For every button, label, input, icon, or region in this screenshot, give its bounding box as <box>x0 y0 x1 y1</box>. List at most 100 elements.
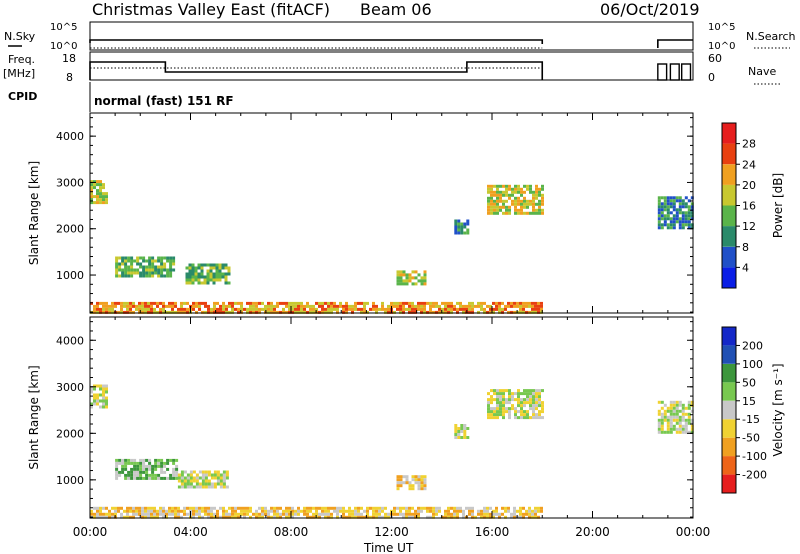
echo-cell <box>291 506 294 510</box>
echo-cell <box>402 270 406 274</box>
echo-cell <box>499 401 502 405</box>
echo-cell <box>399 307 402 311</box>
echo-cell <box>532 208 535 212</box>
echo-cell <box>133 467 137 471</box>
echo-cell <box>90 186 93 190</box>
echo-cell <box>502 410 505 414</box>
echo-cell <box>462 515 465 519</box>
echo-cell <box>511 407 514 411</box>
echo-cell <box>511 404 514 408</box>
echo-cell <box>213 515 216 519</box>
echo-cell <box>457 219 461 223</box>
echo-cell <box>127 265 131 269</box>
echo-cell <box>171 304 174 308</box>
echo-cell <box>405 481 409 485</box>
echo-cell <box>198 307 201 311</box>
echo-cell <box>508 398 511 402</box>
echo-cell <box>511 187 514 191</box>
echo-cell <box>171 310 174 314</box>
echo-cell <box>520 205 523 209</box>
echo-cell <box>498 310 501 314</box>
echo-cell <box>136 473 140 477</box>
echo-cell <box>174 515 177 519</box>
echo-cell <box>102 304 105 308</box>
echo-cell <box>529 395 532 399</box>
echo-cell <box>690 400 694 404</box>
echo-cell <box>672 400 676 404</box>
echo-cell <box>477 301 480 305</box>
echo-cell <box>414 270 418 274</box>
echo-cell <box>678 430 682 434</box>
echo-region <box>90 180 108 205</box>
echo-cell <box>105 405 108 409</box>
echo-cell <box>142 476 146 480</box>
echo-cell <box>108 509 111 513</box>
y-tick-label: 1000 <box>56 474 84 487</box>
echo-cell <box>507 509 510 513</box>
time-axis: 00:00 04:00 08:00 12:00 16:00 20:00 00:00 <box>73 525 711 539</box>
echo-cell <box>541 208 544 212</box>
echo-cell <box>160 259 164 263</box>
echo-cell <box>288 307 291 311</box>
echo-cell <box>426 509 429 513</box>
echo-cell <box>450 512 453 516</box>
echo-cell <box>135 506 138 510</box>
echo-cell <box>678 403 682 407</box>
echo-cell <box>169 473 173 477</box>
echo-cell <box>194 275 198 279</box>
colorbar-tick-label: -100 <box>742 450 767 463</box>
echo-cell <box>462 512 465 516</box>
echo-cell <box>210 515 213 519</box>
echo-cell <box>532 416 535 420</box>
echo-cell <box>520 202 523 206</box>
echo-cell <box>172 467 176 471</box>
echo-cell <box>396 279 400 283</box>
echo-cell <box>393 512 396 516</box>
echo-cell <box>522 304 525 308</box>
echo-cell <box>504 506 507 510</box>
echo-cell <box>501 512 504 516</box>
echo-cell <box>138 301 141 305</box>
echo-cell <box>414 307 417 311</box>
echo-cell <box>399 276 403 280</box>
echo-cell <box>399 304 402 308</box>
echo-cell <box>234 512 237 516</box>
echo-cell <box>459 307 462 311</box>
beam-label: Beam 06 <box>360 0 432 19</box>
echo-cell <box>99 186 102 190</box>
echo-cell <box>213 506 216 510</box>
echo-cell <box>399 509 402 513</box>
echo-cell <box>471 506 474 510</box>
echo-cell <box>234 509 237 513</box>
echo-cell <box>675 220 679 224</box>
echo-cell <box>118 265 122 269</box>
echo-cell <box>102 506 105 510</box>
echo-cell <box>186 479 190 483</box>
echo-cell <box>215 263 219 267</box>
echo-cell <box>490 398 493 402</box>
echo-cell <box>687 418 691 422</box>
echo-cell <box>309 509 312 513</box>
echo-cell <box>669 412 673 416</box>
echo-cell <box>456 506 459 510</box>
freq-label-line2: [MHz] <box>3 67 35 80</box>
echo-cell <box>216 307 219 311</box>
echo-cell <box>432 506 435 510</box>
echo-cell <box>483 515 486 519</box>
echo-cell <box>124 256 128 260</box>
echo-cell <box>168 512 171 516</box>
echo-cell <box>408 304 411 308</box>
echo-cell <box>186 506 189 510</box>
echo-cell <box>114 506 117 510</box>
echo-cell <box>267 304 270 308</box>
echo-cell <box>209 275 213 279</box>
echo-cell <box>466 222 470 226</box>
echo-cell <box>511 398 514 402</box>
echo-cell <box>252 301 255 305</box>
echo-cell <box>684 412 688 416</box>
echo-cell <box>363 307 366 311</box>
echo-cell <box>357 307 360 311</box>
echo-cell <box>399 481 403 485</box>
echo-cell <box>180 473 184 477</box>
